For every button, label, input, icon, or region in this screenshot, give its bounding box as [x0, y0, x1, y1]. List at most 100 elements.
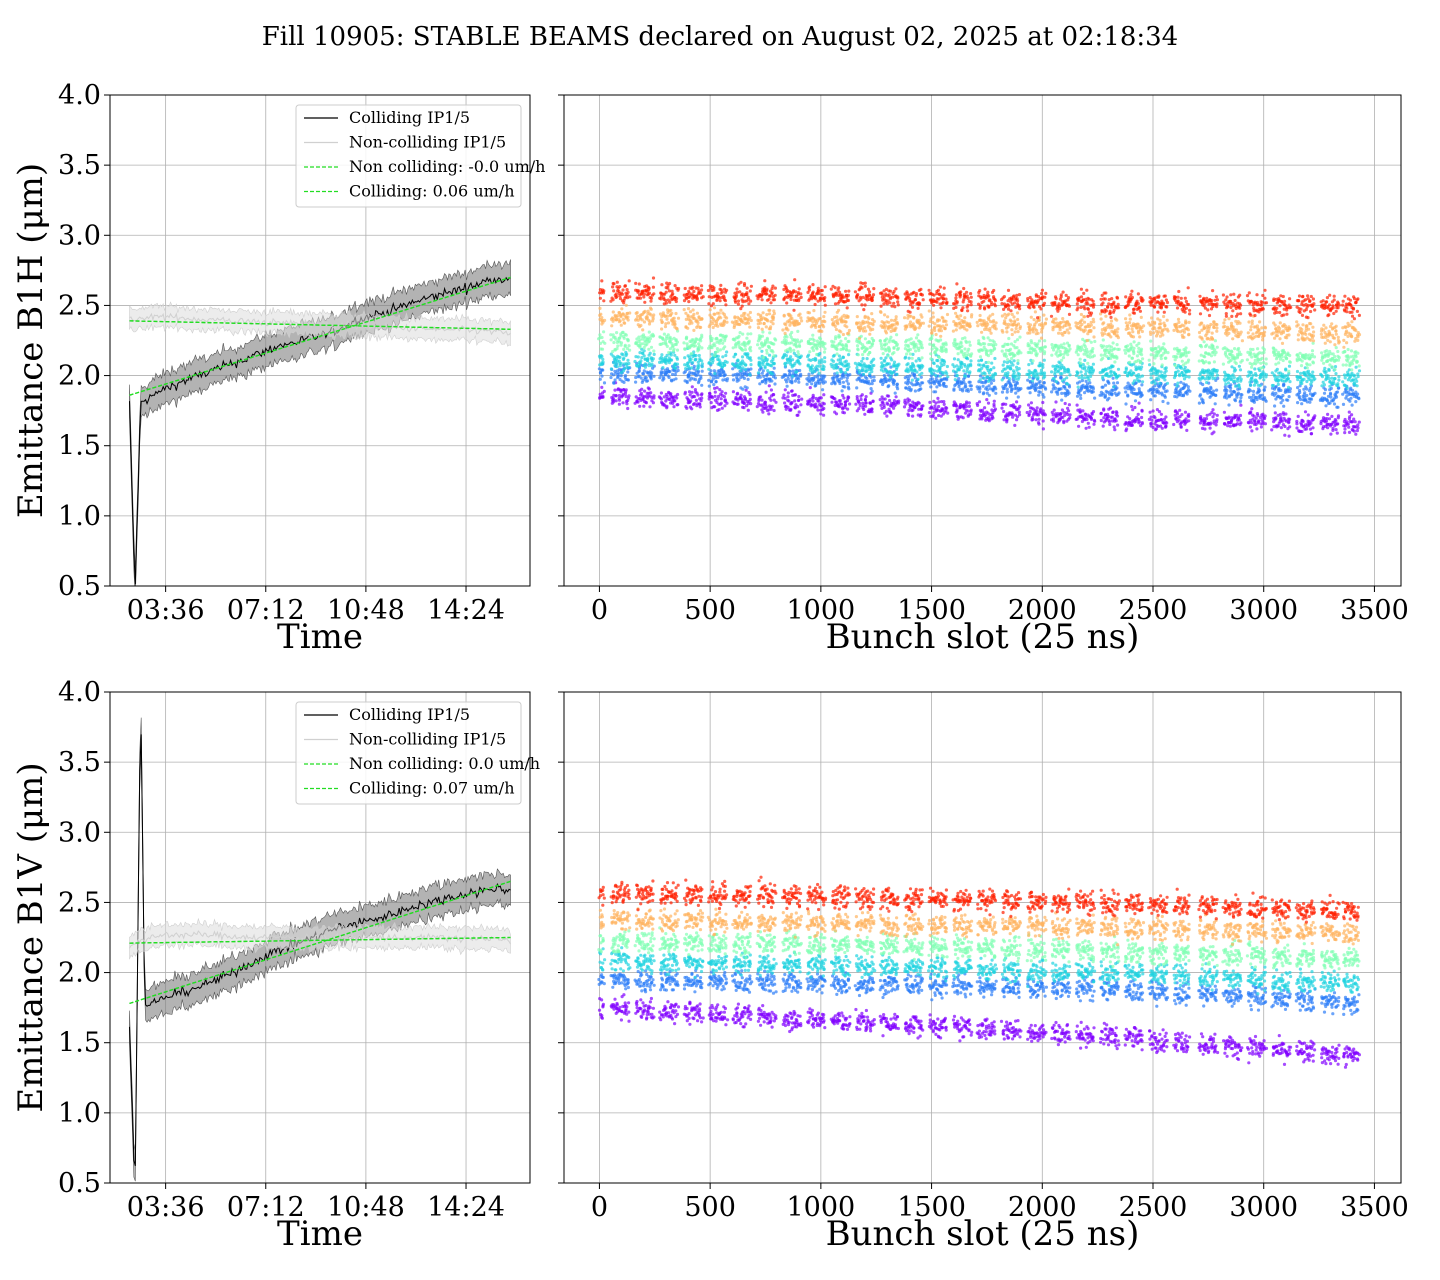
scatter-point [1066, 406, 1070, 410]
scatter-point [736, 359, 740, 363]
scatter-point [616, 344, 620, 348]
scatter-point [865, 376, 869, 380]
scatter-point [982, 411, 986, 415]
scatter-point [1233, 368, 1238, 372]
scatter-point [771, 350, 775, 354]
scatter-point [626, 366, 631, 370]
scatter-point [982, 414, 987, 418]
scatter-point [978, 387, 982, 391]
scatter-point [1251, 393, 1256, 397]
scatter-point [1112, 381, 1116, 385]
scatter-point [746, 352, 750, 356]
scatter-point [712, 383, 716, 387]
scatter-point [1229, 419, 1234, 423]
scatter-point [941, 349, 946, 353]
scatter-point [1037, 393, 1041, 397]
scatter-point [1281, 358, 1285, 363]
scatter-point [711, 374, 715, 378]
scatter-point [1350, 420, 1354, 424]
scatter-point [712, 306, 717, 310]
scatter-point [1320, 384, 1324, 388]
scatter-point [609, 338, 613, 342]
scatter-point [1352, 429, 1356, 433]
scatter-point [600, 335, 604, 340]
scatter-point [1252, 400, 1256, 404]
scatter-point [865, 347, 869, 351]
scatter-point [932, 399, 936, 403]
scatter-point [1002, 409, 1006, 414]
scatter-point [690, 321, 694, 325]
scatter-point [1230, 377, 1234, 381]
scatter-point [1066, 412, 1070, 417]
scatter-point [964, 404, 969, 409]
scatter-point [1224, 382, 1228, 386]
scatter-point [769, 388, 774, 392]
scatter-point [1176, 381, 1180, 385]
scatter-point [1276, 382, 1280, 386]
scatter-point [788, 347, 793, 351]
scatter-point [945, 378, 949, 382]
scatter-point [868, 401, 873, 405]
scatter-point [1035, 406, 1039, 410]
scatter-point [700, 365, 704, 369]
scatter-point [1081, 409, 1085, 413]
scatter-point [822, 413, 826, 417]
scatter-point [1139, 347, 1144, 351]
scatter-point [917, 401, 921, 405]
scatter-point [1126, 344, 1130, 348]
scatter-point [1345, 422, 1349, 426]
scatter-point [952, 387, 956, 391]
scatter-point [1124, 351, 1128, 355]
scatter-point [1002, 418, 1006, 422]
x-tick-label: 0 [591, 595, 608, 626]
scatter-point [622, 367, 626, 371]
scatter-point [888, 398, 892, 403]
scatter-point [1213, 339, 1217, 343]
scatter-point [1016, 361, 1020, 365]
plot-area [128, 259, 511, 586]
scatter-point [1154, 427, 1158, 431]
scatter-point [700, 362, 705, 366]
scatter-point [1116, 423, 1120, 427]
scatter-point [1166, 351, 1170, 355]
scatter-point [1249, 352, 1253, 356]
scatter-point [1043, 345, 1047, 349]
scatter-point [1068, 373, 1072, 377]
scatter-point [1157, 410, 1162, 414]
scatter-point [1312, 355, 1317, 359]
scatter-point [1128, 360, 1132, 364]
scatter-point [910, 356, 914, 360]
scatter-point [1044, 387, 1048, 391]
scatter-point [1140, 393, 1144, 397]
scatter-point [1101, 338, 1105, 342]
scatter-point [1031, 417, 1035, 421]
scatter-point [1283, 424, 1287, 429]
scatter-point [1347, 430, 1352, 434]
scatter-point [882, 405, 886, 409]
scatter-point [659, 373, 663, 377]
scatter-point [846, 367, 850, 371]
scatter-point [712, 342, 716, 346]
scatter-point [839, 402, 844, 406]
scatter-point [1176, 352, 1180, 356]
scatter-point [1346, 354, 1350, 358]
scatter-point [960, 362, 964, 366]
scatter-point [791, 369, 795, 373]
scatter-point [1329, 432, 1333, 436]
scatter-point [1351, 378, 1356, 382]
scatter-point [965, 370, 969, 374]
scatter-point [1090, 350, 1094, 354]
scatter-point [1187, 414, 1191, 418]
scatter-point [699, 339, 703, 343]
scatter-point [1110, 393, 1114, 397]
scatter-point [733, 338, 737, 342]
scatter-point [1160, 418, 1164, 422]
scatter-point [797, 343, 802, 348]
scatter-point [904, 386, 908, 390]
scatter-point [834, 400, 839, 404]
scatter-point [1091, 362, 1095, 366]
scatter-point [1305, 400, 1309, 404]
scatter-point [1001, 363, 1005, 367]
scatter-point [1036, 342, 1040, 346]
scatter-point [1043, 350, 1047, 354]
